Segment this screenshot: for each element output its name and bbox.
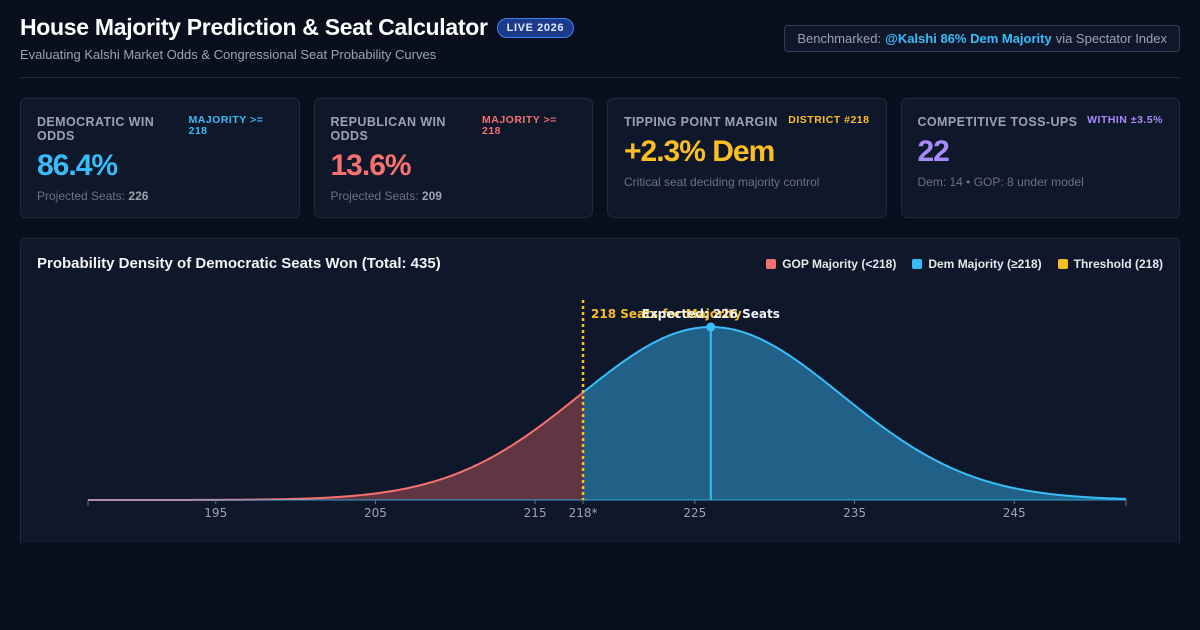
card-value: +2.3% Dem <box>624 135 775 168</box>
density-chart: 195 205 215 218* 225 235 245 218 Seats for Majo… <box>87 300 1127 520</box>
legend-dem: Dem Majority (≥218) <box>912 257 1042 271</box>
benchmark-prefix: Benchmarked: <box>797 31 882 46</box>
x-tick-label: 215 <box>524 506 547 520</box>
dem-line <box>582 325 1127 500</box>
card-note-value: 209 <box>421 189 442 203</box>
card-label: COMPETITIVE TOSS-UPS <box>917 115 1078 129</box>
benchmark-link[interactable]: @Kalshi 86% Dem Majority <box>885 31 1052 46</box>
stat-cards: DEMOCRATIC WIN ODDS MAJORITY >= 218 86.4… <box>20 98 1180 218</box>
expected-label: Expected: 226 Seats <box>642 307 780 321</box>
benchmark-suffix: via Spectator Index <box>1055 31 1167 46</box>
legend-swatch-gop <box>766 259 777 269</box>
card-note-label: Projected Seats: <box>37 189 126 203</box>
x-tick-label: 205 <box>364 506 387 520</box>
page-header: House Majority Prediction & Seat Calcula… <box>20 14 1180 78</box>
card-note: Projected Seats: 226 <box>37 189 283 203</box>
x-tick-label: 245 <box>1003 506 1026 520</box>
live-badge: LIVE 2026 <box>496 17 575 38</box>
card-label: DEMOCRATIC WIN ODDS <box>37 115 155 143</box>
card-gop-win-odds: REPUBLICAN WIN ODDS MAJORITY >= 218 13.6… <box>313 98 593 218</box>
page-subtitle: Evaluating Kalshi Market Odds & Congress… <box>20 47 437 62</box>
x-tick-label: 218* <box>569 506 598 520</box>
x-tick-label: 235 <box>843 506 866 520</box>
card-note-value: 226 <box>128 189 149 203</box>
threshold-label: 218 Seats for Majority <box>591 307 742 321</box>
card-note: Dem: 14 • GOP: 8 under model <box>917 175 1084 189</box>
page-title: House Majority Prediction & Seat Calcula… <box>20 14 488 40</box>
chart-legend: GOP Majority (<218) Dem Majority (≥218) … <box>766 257 1163 271</box>
card-label: REPUBLICAN WIN ODDS <box>330 115 446 143</box>
card-badge: MAJORITY >= 218 <box>188 114 264 137</box>
legend-swatch-threshold <box>1057 259 1068 269</box>
card-value: 13.6% <box>330 149 412 182</box>
card-toss-ups: COMPETITIVE TOSS-UPS WITHIN ±3.5% 22 Dem… <box>900 98 1180 218</box>
legend-label: Threshold (218) <box>1073 257 1163 271</box>
card-note-label: Projected Seats: <box>330 189 419 203</box>
dem-area <box>583 327 1126 500</box>
legend-gop: GOP Majority (<218) <box>766 257 896 271</box>
card-value: 86.4% <box>37 149 118 182</box>
legend-swatch-dem <box>912 259 923 269</box>
card-badge: MAJORITY >= 218 <box>482 114 557 137</box>
card-label: TIPPING POINT MARGIN <box>624 115 778 129</box>
card-tipping-point: TIPPING POINT MARGIN DISTRICT #218 +2.3%… <box>607 98 887 218</box>
chart-panel: 195 205 215 218* 225 235 245 218 Seats for Majo… <box>20 238 1180 543</box>
expected-marker <box>706 322 716 332</box>
chart-title: Probability Density of Democratic Seats … <box>37 255 441 272</box>
legend-label: Dem Majority (≥218) <box>928 257 1042 271</box>
card-note: Projected Seats: 209 <box>331 189 577 203</box>
title-row: House Majority Prediction & Seat Calcula… <box>20 14 1180 41</box>
legend-label: GOP Majority (<218) <box>782 257 897 271</box>
x-tick-label: 225 <box>683 506 706 520</box>
x-tick-label: 195 <box>204 506 227 520</box>
card-dem-win-odds: DEMOCRATIC WIN ODDS MAJORITY >= 218 86.4… <box>20 98 300 218</box>
card-badge: WITHIN ±3.5% <box>1087 114 1163 126</box>
legend-threshold: Threshold (218) <box>1057 257 1163 271</box>
card-badge: DISTRICT #218 <box>788 114 870 126</box>
card-value: 22 <box>917 135 950 168</box>
card-note: Critical seat deciding majority control <box>624 175 820 189</box>
benchmark-box: Benchmarked: @Kalshi 86% Dem Majority vi… <box>784 25 1180 52</box>
